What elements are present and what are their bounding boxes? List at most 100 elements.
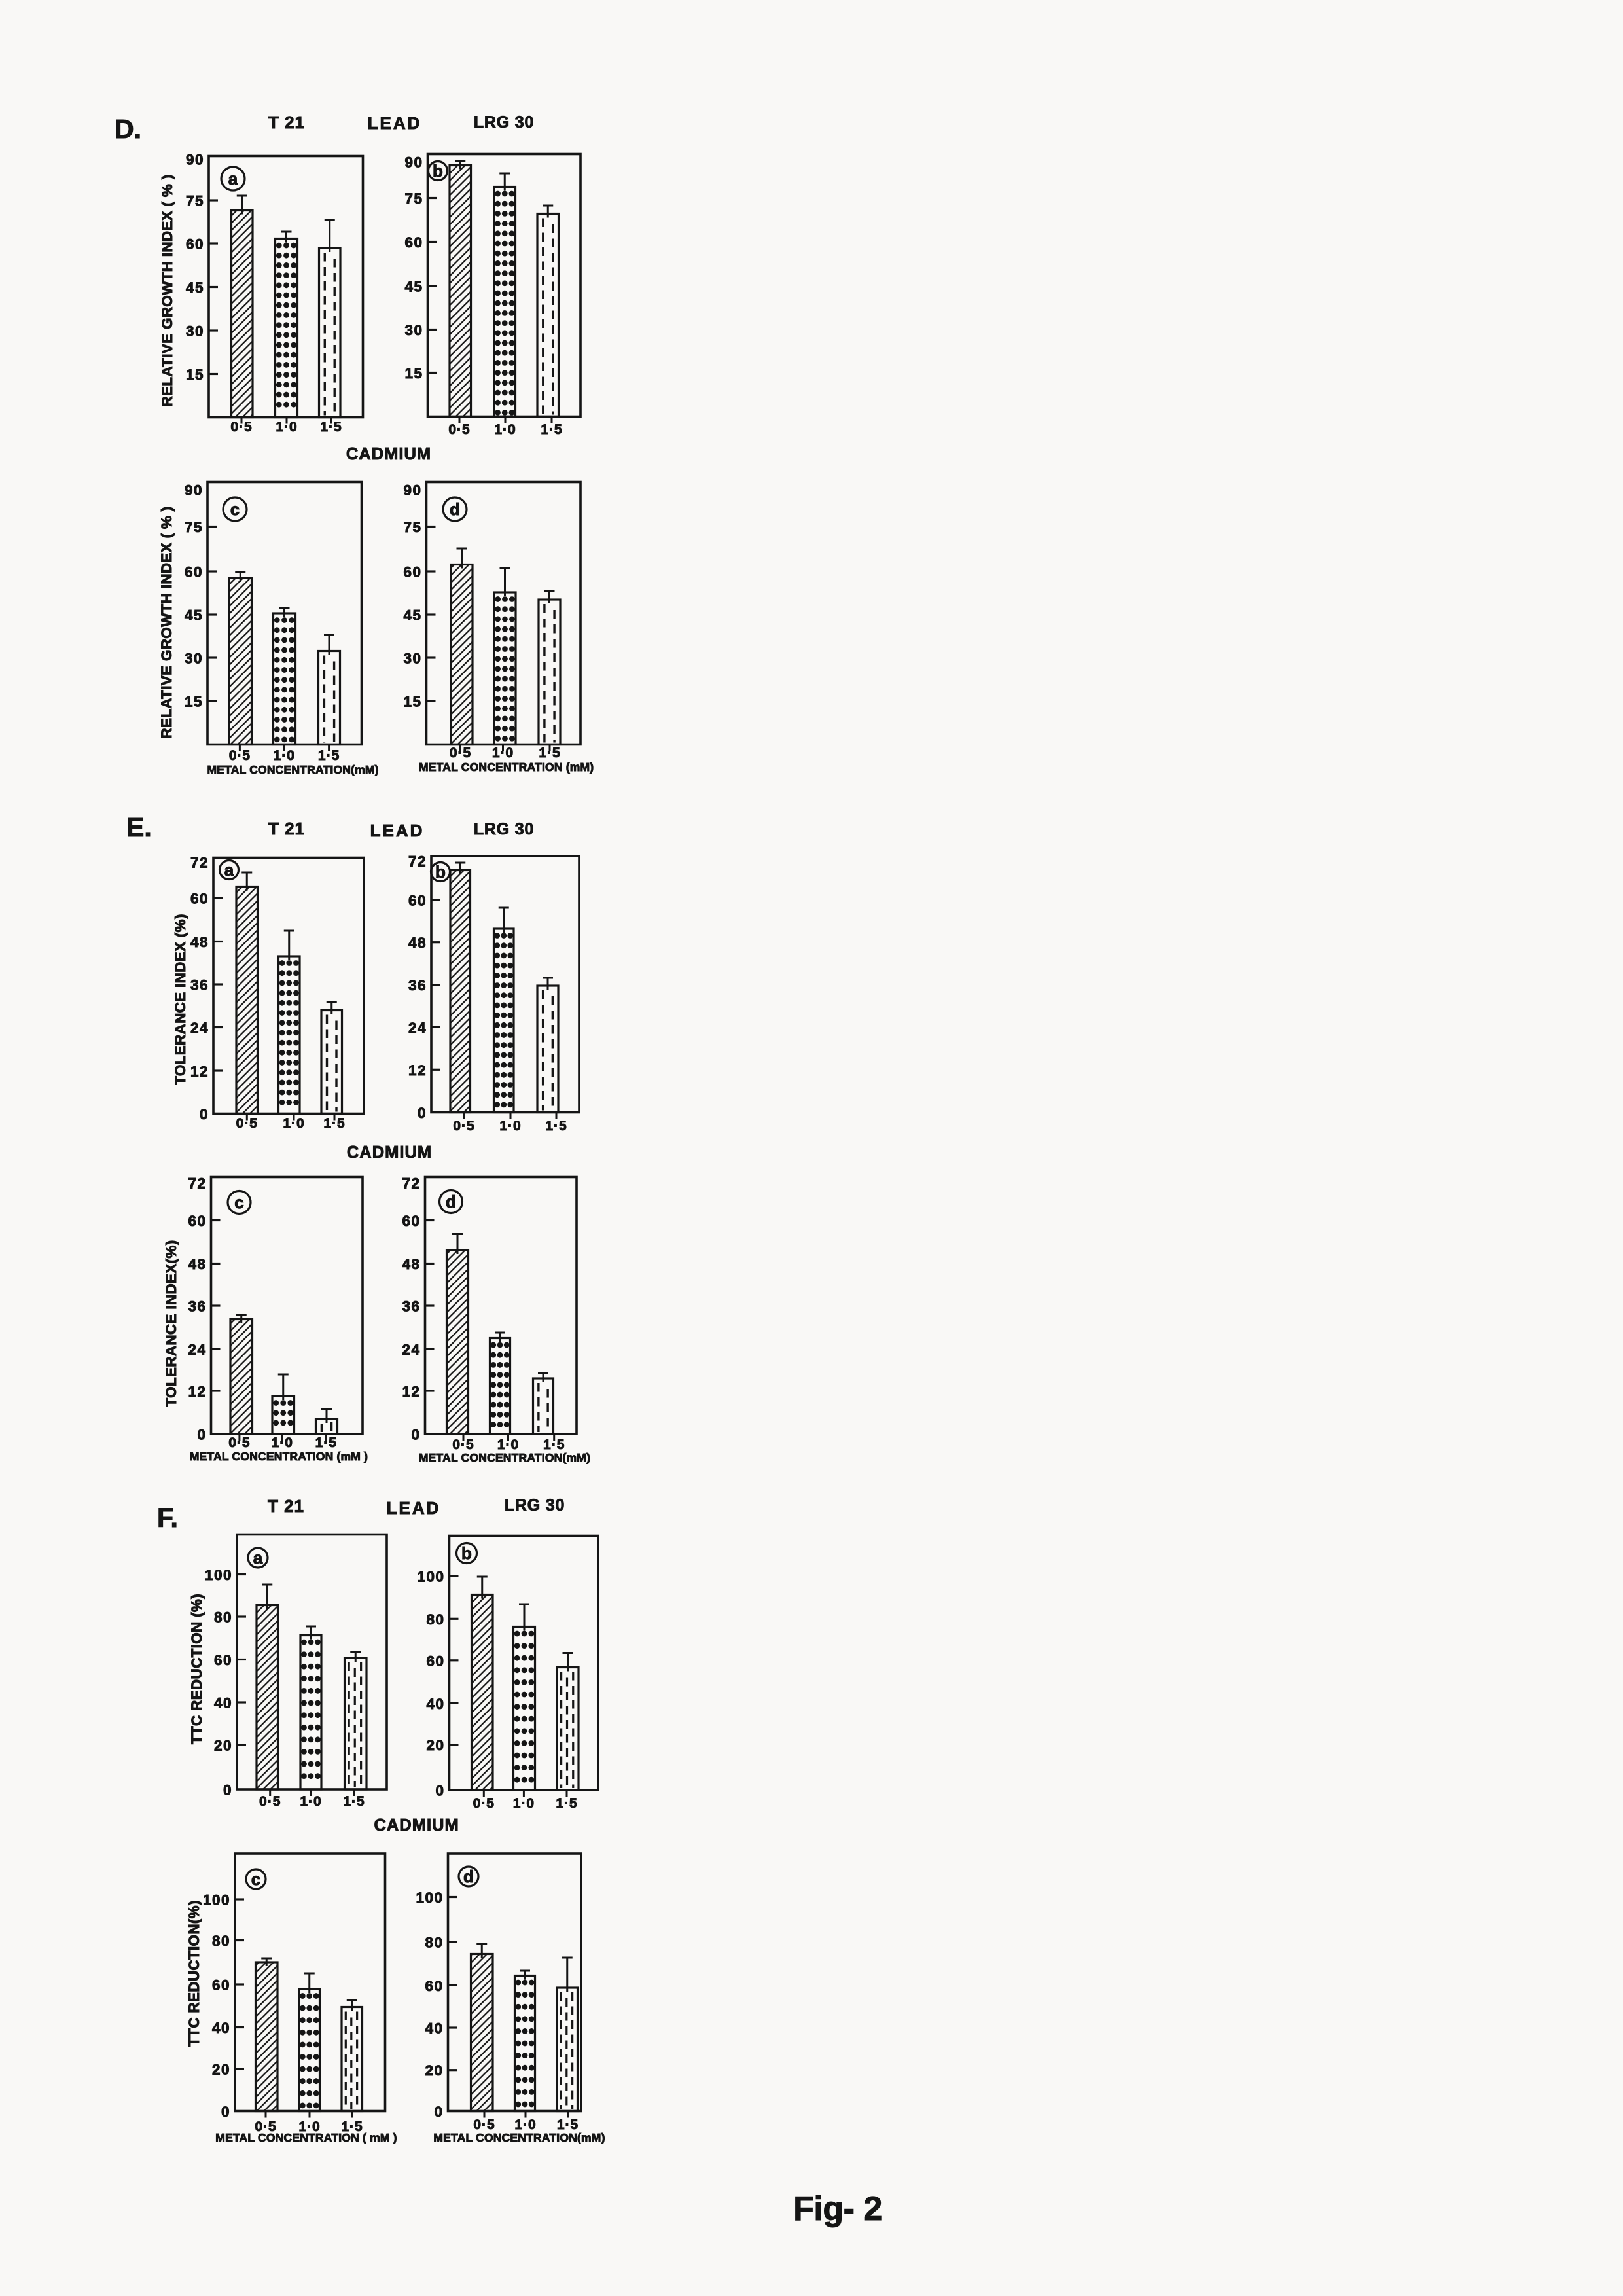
svg-text:RELATIVE GROWTH INDEX ( % ): RELATIVE GROWTH INDEX ( % ) [158,506,175,738]
svg-text:LRG 30: LRG 30 [474,113,534,132]
svg-text:a: a [228,169,238,188]
svg-text:METAL CONCENTRATION(mM): METAL CONCENTRATION(mM) [419,1451,590,1464]
svg-text:T 21: T 21 [268,819,305,838]
svg-text:1·0: 1·0 [298,2119,320,2134]
svg-text:0: 0 [418,1105,427,1121]
svg-text:1·0: 1·0 [276,420,297,435]
svg-text:80: 80 [425,1934,443,1950]
svg-text:1·5: 1·5 [545,1119,567,1134]
svg-text:48: 48 [408,935,427,951]
svg-text:1·5: 1·5 [543,1437,565,1452]
svg-text:b: b [433,161,443,181]
svg-text:d: d [446,1192,456,1211]
svg-text:45: 45 [403,607,421,624]
svg-text:0: 0 [411,1427,420,1443]
svg-text:20: 20 [214,1738,232,1754]
svg-text:60: 60 [186,236,204,253]
svg-text:0·5: 0·5 [453,1119,474,1134]
svg-text:60: 60 [214,1652,232,1668]
svg-text:75: 75 [404,190,423,207]
svg-text:0·5: 0·5 [229,748,251,763]
svg-text:0: 0 [197,1427,206,1443]
svg-text:0·5: 0·5 [473,1796,495,1811]
svg-text:90: 90 [403,482,421,499]
svg-text:TTC REDUCTION(%): TTC REDUCTION(%) [186,1900,202,2047]
svg-text:1·0: 1·0 [300,1794,321,1809]
svg-text:45: 45 [404,279,423,295]
svg-text:d: d [463,1867,474,1886]
svg-text:75: 75 [185,519,203,535]
svg-text:0·5: 0·5 [450,745,471,761]
svg-text:1·0: 1·0 [513,1796,535,1811]
svg-text:30: 30 [186,323,204,340]
svg-text:CADMIUM: CADMIUM [346,445,431,463]
svg-text:1·5: 1·5 [320,420,342,435]
svg-text:15: 15 [186,367,204,383]
svg-text:0·5: 0·5 [448,422,470,437]
svg-text:0: 0 [434,2104,443,2120]
svg-text:15: 15 [403,694,421,710]
svg-text:90: 90 [186,152,204,168]
svg-text:1·5: 1·5 [539,745,560,761]
svg-text:36: 36 [190,977,209,994]
svg-text:0: 0 [435,1783,444,1799]
svg-text:60: 60 [188,1213,206,1229]
svg-text:1·5: 1·5 [556,1796,577,1811]
svg-text:20: 20 [426,1737,444,1753]
svg-text:24: 24 [188,1342,206,1358]
svg-text:80: 80 [426,1611,444,1628]
svg-text:0·5: 0·5 [452,1437,474,1452]
svg-text:TTC REDUCTION (%): TTC REDUCTION (%) [188,1594,205,1744]
svg-text:METAL CONCENTRATION(mM): METAL CONCENTRATION(mM) [433,2131,605,2144]
svg-text:D.: D. [115,114,141,144]
svg-text:12: 12 [402,1384,420,1400]
svg-text:T 21: T 21 [268,113,305,132]
svg-text:20: 20 [425,2062,443,2079]
svg-text:100: 100 [417,1568,444,1585]
svg-text:60: 60 [425,1978,443,1994]
svg-text:1·5: 1·5 [557,2117,579,2132]
svg-text:F.: F. [157,1503,178,1533]
svg-text:80: 80 [212,1933,230,1949]
svg-text:b: b [435,862,446,882]
svg-text:60: 60 [426,1653,444,1669]
svg-text:E.: E. [126,812,152,842]
svg-text:100: 100 [205,1567,232,1583]
svg-text:15: 15 [185,694,203,710]
svg-text:36: 36 [188,1299,206,1315]
svg-text:24: 24 [402,1342,420,1358]
svg-text:0·5: 0·5 [473,2117,495,2132]
svg-text:a: a [253,1548,263,1568]
svg-text:0·5: 0·5 [230,420,252,435]
svg-text:36: 36 [402,1299,420,1315]
svg-text:0·5: 0·5 [259,1794,281,1809]
svg-text:60: 60 [403,564,421,581]
svg-text:1·5: 1·5 [318,748,340,763]
svg-text:METAL CONCENTRATION (mM): METAL CONCENTRATION (mM) [419,761,594,774]
svg-text:60: 60 [185,564,203,581]
svg-text:40: 40 [425,2020,443,2037]
svg-text:1·5: 1·5 [315,1435,337,1450]
svg-text:48: 48 [188,1256,206,1272]
svg-text:30: 30 [404,322,423,338]
svg-text:0·5: 0·5 [255,2119,276,2134]
svg-text:LRG 30: LRG 30 [505,1496,565,1515]
svg-text:72: 72 [190,855,209,871]
svg-text:100: 100 [416,1890,443,1906]
svg-text:b: b [461,1543,472,1563]
svg-text:METAL CONCENTRATION (mM ): METAL CONCENTRATION (mM ) [190,1450,368,1463]
svg-text:90: 90 [185,482,203,499]
svg-text:48: 48 [190,934,209,950]
svg-text:0·5: 0·5 [236,1116,258,1131]
svg-text:60: 60 [190,891,209,907]
svg-text:TOLERANCE INDEX (%): TOLERANCE INDEX (%) [172,914,188,1085]
svg-text:12: 12 [190,1064,209,1080]
svg-text:T 21: T 21 [268,1496,304,1516]
svg-text:20: 20 [212,2062,230,2078]
svg-text:36: 36 [408,977,427,994]
svg-text:1·0: 1·0 [274,748,295,763]
svg-text:1·0: 1·0 [497,1437,519,1452]
svg-text:0: 0 [223,1782,232,1799]
svg-text:60: 60 [402,1213,420,1229]
svg-text:24: 24 [408,1020,427,1036]
